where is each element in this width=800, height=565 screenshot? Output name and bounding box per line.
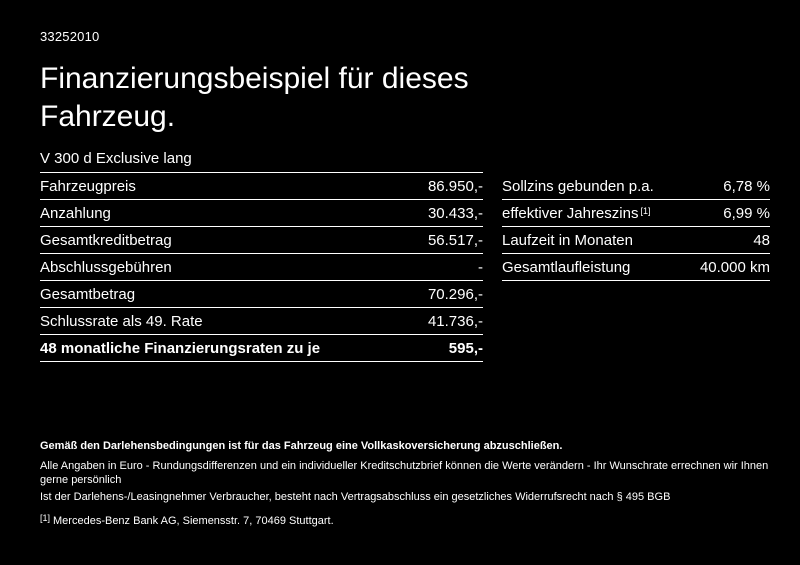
table-row-gesamtkreditbetrag: Gesamtkreditbetrag 56.517,-: [40, 227, 483, 254]
row-label: Gesamtbetrag: [40, 285, 136, 303]
insurance-note: Gemäß den Darlehensbedingungen ist für d…: [40, 440, 563, 452]
row-label: Fahrzeugpreis: [40, 177, 136, 195]
row-value: -: [478, 258, 483, 276]
footnote-marker: [1]: [40, 513, 51, 523]
table-row-gesamtlaufleistung: Gesamtlaufleistung 40.000 km: [502, 254, 770, 281]
row-value: 6,78 %: [723, 177, 770, 195]
table-row-abschlussgebuehren: Abschlussgebühren -: [40, 254, 483, 281]
row-label: Laufzeit in Monaten: [502, 231, 633, 249]
bank-footnote: [1] Mercedes-Benz Bank AG, Siemensstr. 7,…: [40, 513, 780, 528]
row-label: effektiver Jahreszins [1]: [502, 205, 650, 222]
row-label: Schlussrate als 49. Rate: [40, 312, 203, 330]
table-row-effektiver-jahreszins: effektiver Jahreszins [1] 6,99 %: [502, 200, 770, 227]
conditions-table: Sollzins gebunden p.a. 6,78 % effektiver…: [502, 173, 770, 281]
footnote-ref: [1]: [640, 205, 651, 216]
vehicle-name: V 300 d Exclusive lang: [40, 150, 192, 167]
row-label: Anzahlung: [40, 204, 111, 222]
row-value: 40.000 km: [699, 258, 770, 276]
row-label: Sollzins gebunden p.a.: [502, 177, 654, 195]
page-title-line1: Finanzierungsbeispiel für dieses: [40, 62, 469, 95]
listing-id: 33252010: [40, 29, 100, 44]
row-label: Gesamtkreditbetrag: [40, 231, 172, 249]
row-value: 6,99 %: [723, 204, 770, 222]
finance-table: Fahrzeugpreis 86.950,- Anzahlung 30.433,…: [40, 172, 483, 362]
row-value: 86.950,-: [427, 177, 483, 195]
euro-rounding-note: Alle Angaben in Euro - Rundungsdifferenz…: [40, 460, 769, 486]
row-value: 56.517,-: [427, 231, 483, 249]
page-title: Finanzierungsbeispiel für dieses Fahrzeu…: [40, 60, 469, 136]
row-label: 48 monatliche Finanzierungsraten zu je: [40, 339, 321, 357]
table-row-anzahlung: Anzahlung 30.433,-: [40, 200, 483, 227]
table-row-laufzeit: Laufzeit in Monaten 48: [502, 227, 770, 254]
row-value: 70.296,-: [427, 285, 483, 303]
row-value: 30.433,-: [427, 204, 483, 222]
row-label: Gesamtlaufleistung: [502, 258, 631, 276]
footnote-text: Mercedes-Benz Bank AG, Siemensstr. 7, 70…: [53, 515, 334, 527]
table-row-gesamtbetrag: Gesamtbetrag 70.296,-: [40, 281, 483, 308]
table-row-schlussrate: Schlussrate als 49. Rate 41.736,-: [40, 308, 483, 335]
page-title-line2: Fahrzeug.: [40, 100, 176, 133]
table-row-fahrzeugpreis: Fahrzeugpreis 86.950,-: [40, 173, 483, 200]
table-row-monatsrate: 48 monatliche Finanzierungsraten zu je 5…: [40, 335, 483, 362]
row-value: 48: [753, 231, 770, 249]
row-label-text: effektiver Jahreszins: [502, 204, 639, 222]
table-row-sollzins: Sollzins gebunden p.a. 6,78 %: [502, 173, 770, 200]
withdrawal-right-note: Ist der Darlehens-/Leasingnehmer Verbrau…: [40, 491, 671, 503]
footer-notes: Gemäß den Darlehensbedingungen ist für d…: [40, 439, 780, 531]
row-label: Abschlussgebühren: [40, 258, 172, 276]
row-value: 41.736,-: [427, 312, 483, 330]
row-value: 595,-: [448, 339, 483, 357]
